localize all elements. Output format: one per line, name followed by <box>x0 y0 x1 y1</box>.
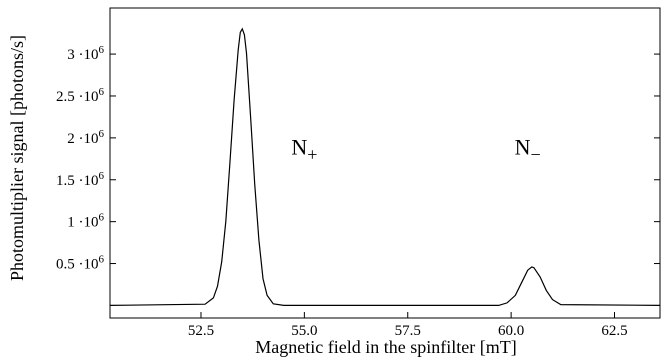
x-tick-label: 60.0 <box>498 323 524 339</box>
y-tick-label: 2.5 ·106 <box>56 86 105 105</box>
x-tick-label: 52.5 <box>188 323 214 339</box>
plot-area-border <box>109 7 661 319</box>
annotations-layer: N+ N− <box>291 135 540 165</box>
axis-ticks: 52.5 55.0 57.5 60.0 62.5 0.5 ·106 1 ·106 1.5 ·1… <box>56 44 660 339</box>
x-axis-label: Magnetic field in the spinfilter [mT] <box>255 337 516 357</box>
y-tick-label: 0.5 ·106 <box>56 254 105 273</box>
y-tick-label: 3 ·106 <box>67 44 104 63</box>
y-tick-label: 2 ·106 <box>67 128 104 147</box>
x-tick-label: 57.5 <box>395 323 421 339</box>
annotation-n-minus: N− <box>515 135 541 165</box>
y-axis-label: Photomultiplier signal [photons/s] <box>7 35 27 281</box>
series-layer <box>109 27 661 306</box>
x-tick-label: 62.5 <box>601 323 627 339</box>
annotation-n-plus: N+ <box>291 135 317 165</box>
plot-frame <box>109 7 661 319</box>
x-tick-label: 55.0 <box>291 323 317 339</box>
y-tick-label: 1.5 ·106 <box>56 170 105 189</box>
series-line <box>109 27 661 306</box>
y-tick-label: 1 ·106 <box>67 212 104 231</box>
